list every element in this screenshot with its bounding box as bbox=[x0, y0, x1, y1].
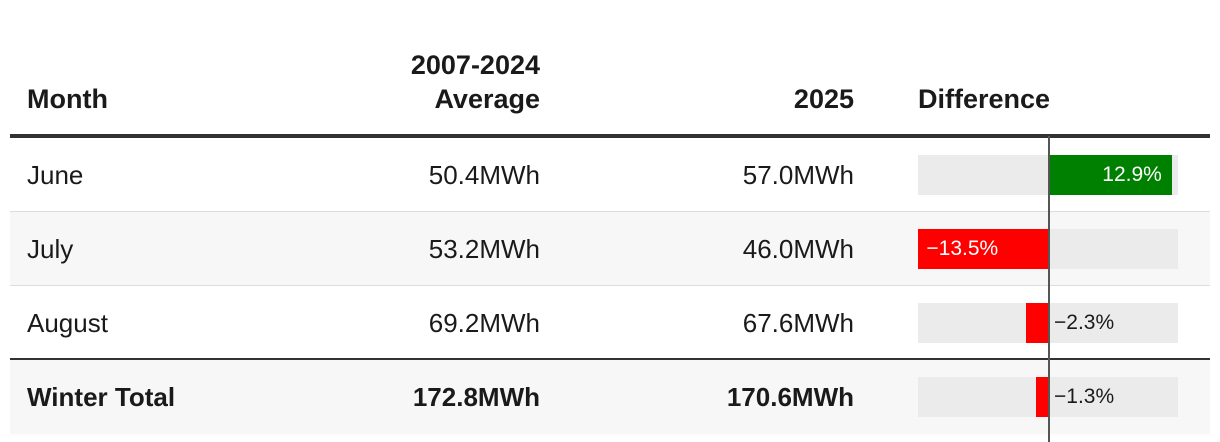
month-cell: July bbox=[27, 234, 74, 264]
difference-label: 12.9% bbox=[1102, 163, 1162, 186]
average-cell: 172.8MWh bbox=[412, 382, 540, 412]
average-cell: 53.2MWh bbox=[428, 234, 540, 264]
average-cell: 69.2MWh bbox=[428, 308, 540, 338]
table-row-winter-total: Winter Total 172.8MWh 170.6MWh −1.3% bbox=[10, 358, 1210, 434]
comparison-table: Month 2007-2024 Average 2025 Difference J… bbox=[10, 0, 1210, 442]
difference-bar bbox=[1025, 303, 1048, 343]
difference-label: −13.5% bbox=[926, 237, 999, 260]
average-cell: 50.4MWh bbox=[428, 160, 540, 190]
header-average: 2007-2024 Average bbox=[410, 50, 540, 114]
month-cell: August bbox=[27, 308, 108, 338]
table-row-august: August 69.2MWh 67.6MWh −2.3% bbox=[10, 286, 1210, 360]
header-month: Month bbox=[27, 84, 108, 114]
table-header: Month 2007-2024 Average 2025 Difference bbox=[10, 0, 1210, 138]
year-2025-cell: 46.0MWh bbox=[742, 234, 854, 264]
header-difference: Difference bbox=[918, 84, 1051, 114]
row-divider bbox=[10, 211, 1210, 212]
month-cell: June bbox=[27, 160, 84, 190]
header-2025: 2025 bbox=[793, 84, 854, 114]
year-2025-cell: 170.6MWh bbox=[726, 382, 854, 412]
difference-label: −2.3% bbox=[1054, 311, 1115, 334]
table-row-july: July 53.2MWh 46.0MWh −13.5% bbox=[10, 212, 1210, 286]
year-2025-cell: 67.6MWh bbox=[742, 308, 854, 338]
difference-bar bbox=[1048, 155, 1172, 195]
table-row-june: June 50.4MWh 57.0MWh 12.9% bbox=[10, 138, 1210, 212]
difference-label: −1.3% bbox=[1054, 385, 1115, 408]
difference-bar bbox=[918, 229, 1048, 269]
difference-bar bbox=[1035, 377, 1048, 417]
month-cell: Winter Total bbox=[27, 382, 176, 412]
year-2025-cell: 57.0MWh bbox=[742, 160, 854, 190]
row-divider bbox=[10, 285, 1210, 286]
zero-line bbox=[1048, 136, 1050, 442]
